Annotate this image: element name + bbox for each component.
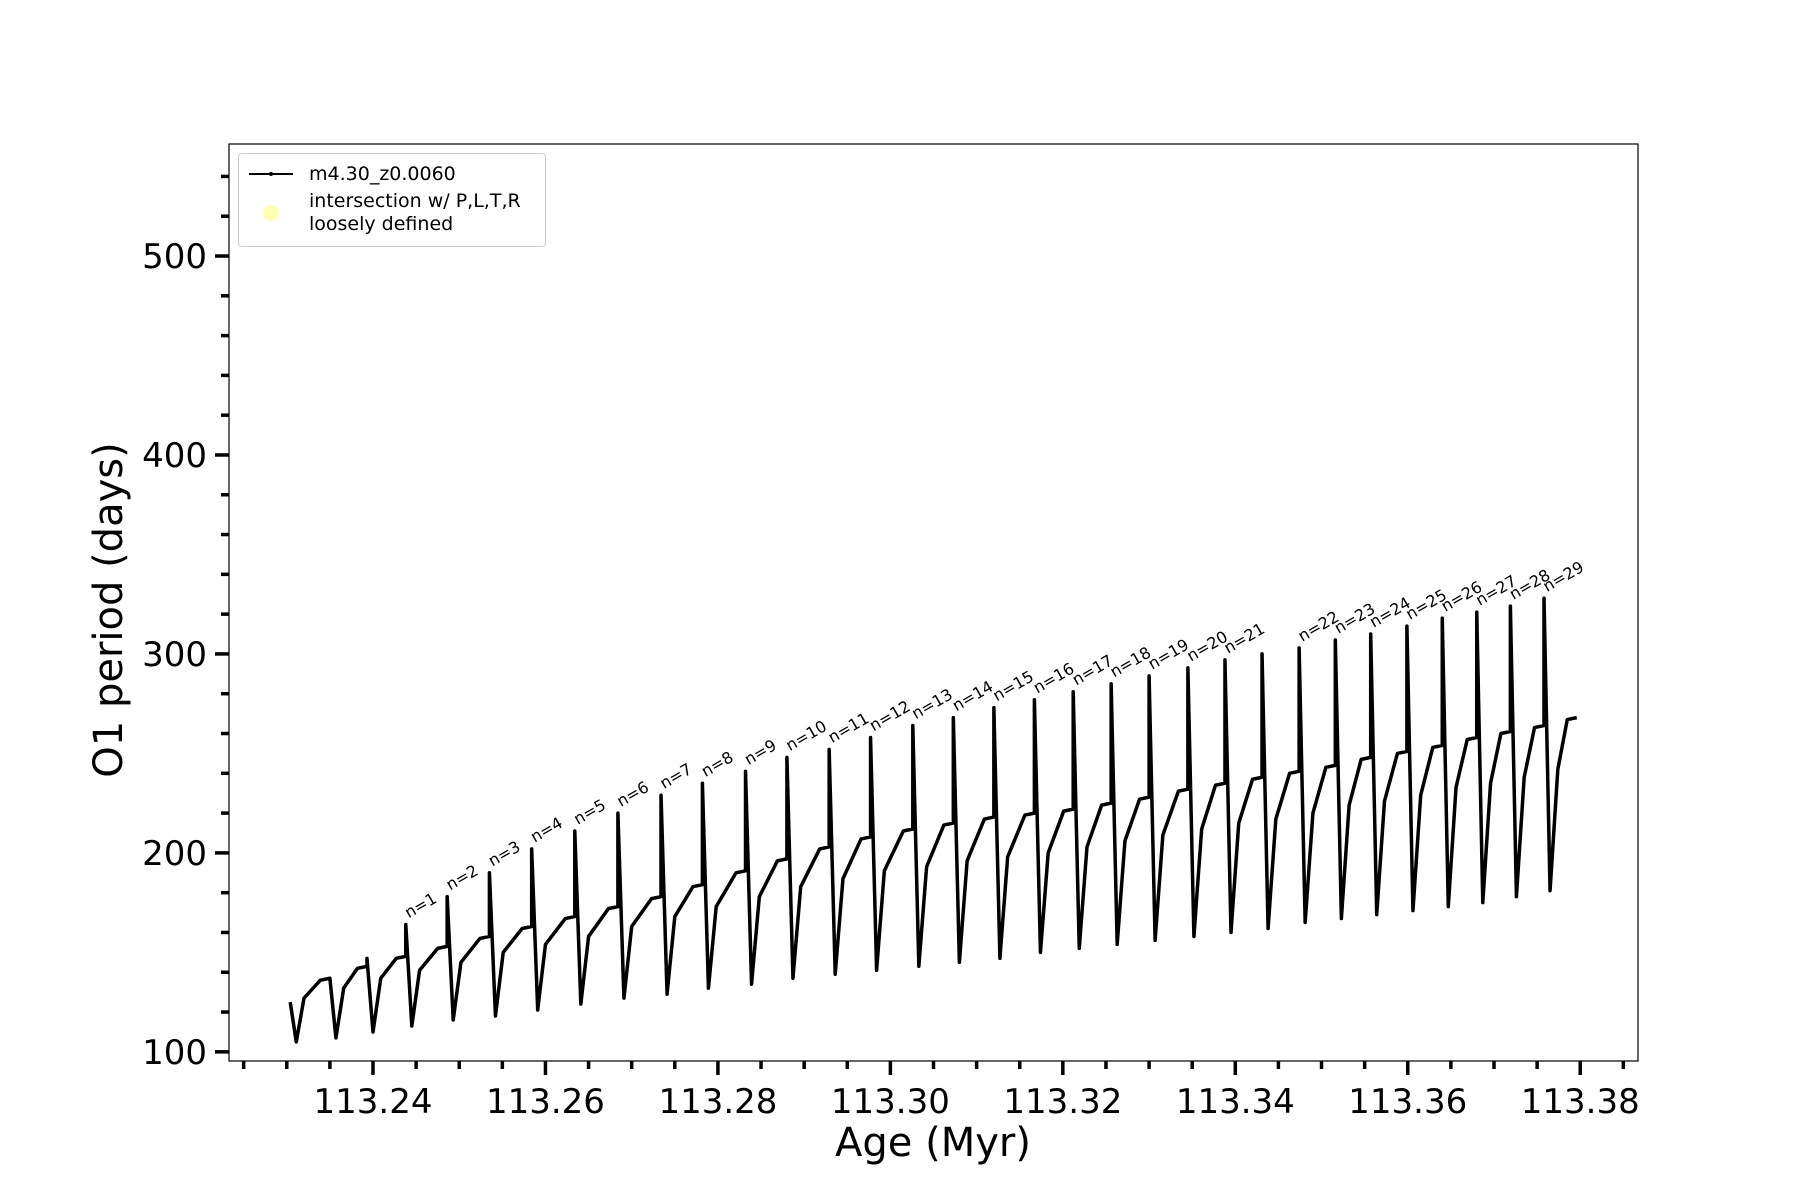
annotation: n=14 [949,677,997,715]
annotation: n=10 [782,716,830,754]
y-tick-label: 200 [142,834,207,874]
legend-label: m4.30_z0.0060 [309,162,456,185]
y-tick-label: 400 [142,436,207,476]
legend-entry: m4.30_z0.0060 [247,162,537,186]
x-tick-label: 113.36 [1348,1082,1467,1122]
x-tick-label: 113.28 [658,1082,777,1122]
x-tick-label: 113.32 [1003,1082,1122,1122]
x-tick-label: 113.26 [486,1082,605,1122]
annotation: n=19 [1145,635,1193,673]
annotation: n=29 [1540,557,1588,595]
annotation: n=13 [908,685,956,723]
y-tick-label: 100 [142,1033,207,1073]
annotation: n=6 [613,777,652,810]
legend-marker [269,172,273,176]
legend-key [263,205,279,221]
x-axis-label: Age (Myr) [835,1120,1031,1166]
x-tick-label: 113.30 [831,1082,950,1122]
y-tick-label: 500 [142,237,207,277]
x-tick-label: 113.34 [1176,1082,1295,1122]
annotation: n=21 [1220,619,1268,657]
legend: m4.30_z0.0060 intersection w/ P,L,T,R loo… [238,153,546,247]
y-tick-label: 300 [142,635,207,675]
legend-marker [263,205,279,221]
legend-label: intersection w/ P,L,T,R loosely defined [309,190,521,235]
legend-entry: intersection w/ P,L,T,R loosely defined [247,190,537,236]
annotation: n=16 [1030,659,1078,697]
annotation: n=5 [570,795,609,828]
legend-key [249,172,293,176]
annotation: n=2 [443,861,482,894]
annotation: n=8 [698,747,737,780]
x-tick-label: 113.24 [314,1082,433,1122]
annotation: n=4 [527,813,566,846]
annotation: n=11 [825,708,873,746]
annotation: n=9 [741,735,780,768]
annotation: n=1 [401,889,440,922]
y-axis-label: O1 period (days) [86,442,132,777]
annotation: n=12 [866,697,914,735]
x-tick-label: 113.38 [1521,1082,1640,1122]
data-line [288,596,1578,1044]
annotation: n=7 [657,759,696,792]
annotation: n=3 [485,837,524,870]
annotation: n=15 [989,667,1037,705]
